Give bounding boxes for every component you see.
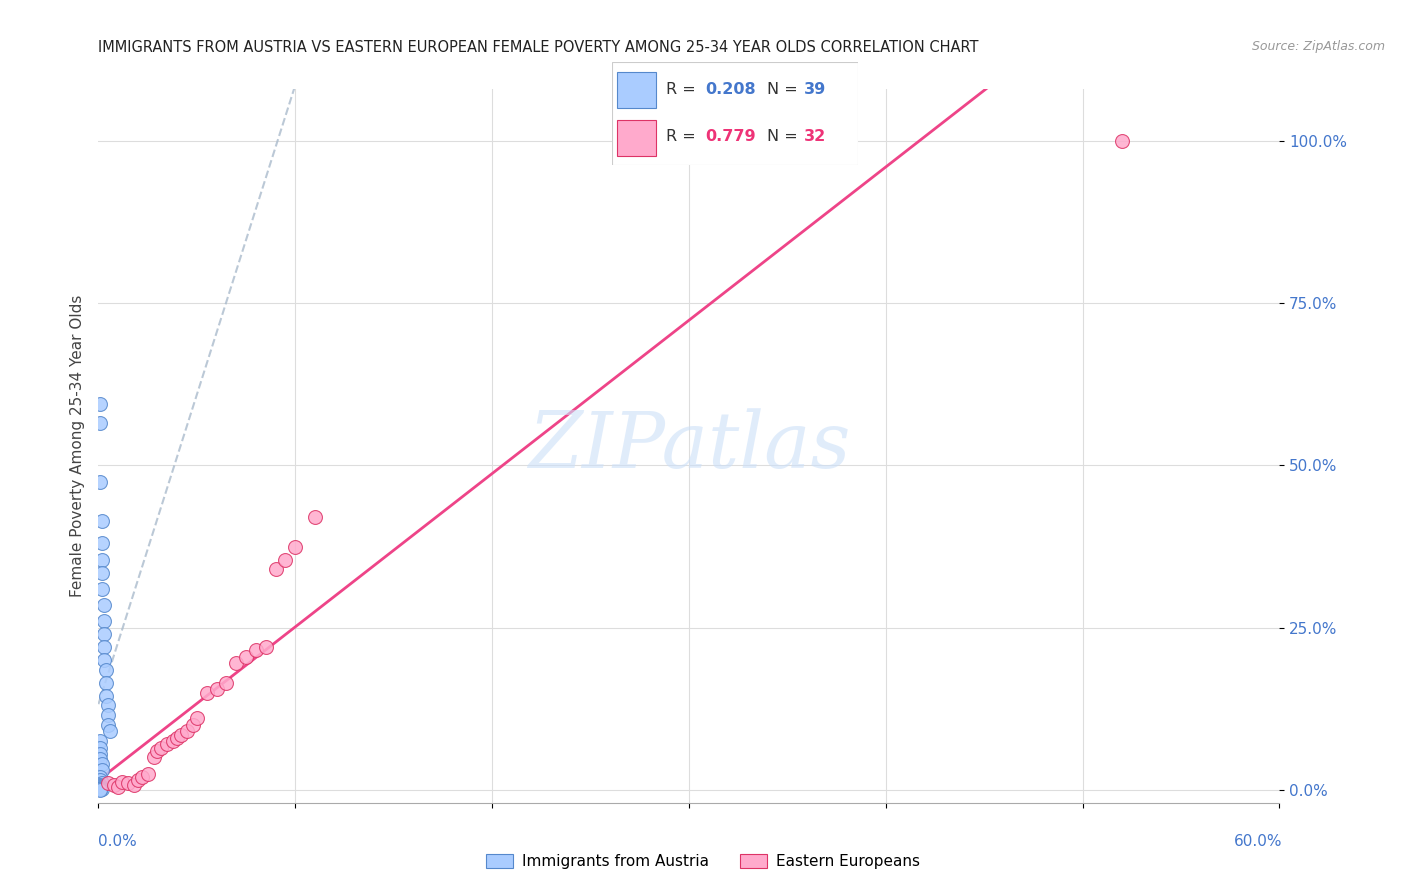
Point bbox=[166, 731, 188, 745]
Point bbox=[91, 756, 114, 771]
Point bbox=[89, 397, 111, 411]
Point bbox=[205, 682, 228, 697]
FancyBboxPatch shape bbox=[617, 71, 655, 108]
Point bbox=[1111, 134, 1133, 148]
Text: R =: R = bbox=[666, 129, 700, 145]
Point bbox=[142, 750, 165, 764]
Point bbox=[89, 773, 111, 788]
Point bbox=[304, 510, 326, 524]
Point bbox=[274, 552, 297, 566]
Point bbox=[91, 781, 114, 796]
Point bbox=[89, 779, 111, 793]
Point bbox=[186, 711, 208, 725]
Text: Source: ZipAtlas.com: Source: ZipAtlas.com bbox=[1251, 40, 1385, 54]
Legend: Immigrants from Austria, Eastern Europeans: Immigrants from Austria, Eastern Europea… bbox=[479, 848, 927, 875]
Point bbox=[91, 764, 114, 778]
FancyBboxPatch shape bbox=[612, 62, 858, 165]
Point bbox=[89, 734, 111, 748]
Point bbox=[89, 780, 111, 795]
Point bbox=[136, 766, 159, 780]
Point bbox=[89, 417, 111, 431]
Text: 0.779: 0.779 bbox=[706, 129, 756, 145]
Point bbox=[89, 782, 111, 797]
Point bbox=[107, 780, 129, 794]
Text: R =: R = bbox=[666, 82, 700, 97]
Point bbox=[284, 540, 307, 554]
Point bbox=[131, 770, 153, 784]
Point bbox=[89, 740, 111, 755]
Point bbox=[89, 782, 111, 797]
Point bbox=[89, 780, 111, 795]
Point bbox=[96, 689, 118, 703]
Point bbox=[181, 718, 204, 732]
Point bbox=[162, 734, 184, 748]
Text: 60.0%: 60.0% bbox=[1234, 834, 1282, 849]
Text: 32: 32 bbox=[804, 129, 825, 145]
Point bbox=[97, 708, 120, 723]
Point bbox=[215, 675, 238, 690]
Text: IMMIGRANTS FROM AUSTRIA VS EASTERN EUROPEAN FEMALE POVERTY AMONG 25-34 YEAR OLDS: IMMIGRANTS FROM AUSTRIA VS EASTERN EUROP… bbox=[98, 40, 979, 55]
Point bbox=[89, 782, 111, 797]
Point bbox=[89, 752, 111, 766]
Point bbox=[127, 773, 149, 788]
Point bbox=[93, 627, 115, 641]
Point bbox=[103, 778, 125, 792]
Point bbox=[91, 514, 114, 528]
Point bbox=[117, 776, 139, 790]
Point bbox=[91, 566, 114, 580]
Point bbox=[146, 744, 169, 758]
Point bbox=[93, 614, 115, 628]
Point bbox=[98, 724, 121, 739]
Point bbox=[97, 718, 120, 732]
Point bbox=[93, 653, 115, 667]
Point bbox=[89, 747, 111, 761]
Text: ZIPatlas: ZIPatlas bbox=[527, 408, 851, 484]
Point bbox=[111, 775, 134, 789]
Point bbox=[638, 134, 661, 148]
Point bbox=[93, 598, 115, 612]
Text: N =: N = bbox=[766, 129, 803, 145]
Text: N =: N = bbox=[766, 82, 803, 97]
Text: 39: 39 bbox=[804, 82, 825, 97]
Point bbox=[245, 643, 267, 657]
Point bbox=[96, 675, 118, 690]
Point bbox=[89, 778, 111, 792]
Point bbox=[89, 475, 111, 489]
Point bbox=[176, 724, 198, 739]
Point bbox=[91, 776, 114, 790]
Point bbox=[91, 536, 114, 550]
Point bbox=[97, 698, 120, 713]
Y-axis label: Female Poverty Among 25-34 Year Olds: Female Poverty Among 25-34 Year Olds bbox=[69, 295, 84, 597]
Point bbox=[97, 776, 120, 790]
Text: 0.0%: 0.0% bbox=[98, 834, 138, 849]
Point bbox=[96, 663, 118, 677]
Point bbox=[89, 782, 111, 797]
Point bbox=[225, 657, 247, 671]
Point bbox=[156, 738, 179, 752]
Point bbox=[93, 640, 115, 654]
Point bbox=[150, 740, 173, 755]
Point bbox=[235, 649, 257, 664]
Point bbox=[195, 685, 218, 699]
FancyBboxPatch shape bbox=[617, 120, 655, 156]
Text: 0.208: 0.208 bbox=[706, 82, 756, 97]
Point bbox=[89, 781, 111, 796]
Point bbox=[254, 640, 277, 654]
Point bbox=[89, 770, 111, 784]
Point bbox=[264, 562, 287, 576]
Point bbox=[91, 582, 114, 596]
Point bbox=[91, 552, 114, 566]
Point bbox=[170, 728, 193, 742]
Point bbox=[122, 778, 145, 792]
